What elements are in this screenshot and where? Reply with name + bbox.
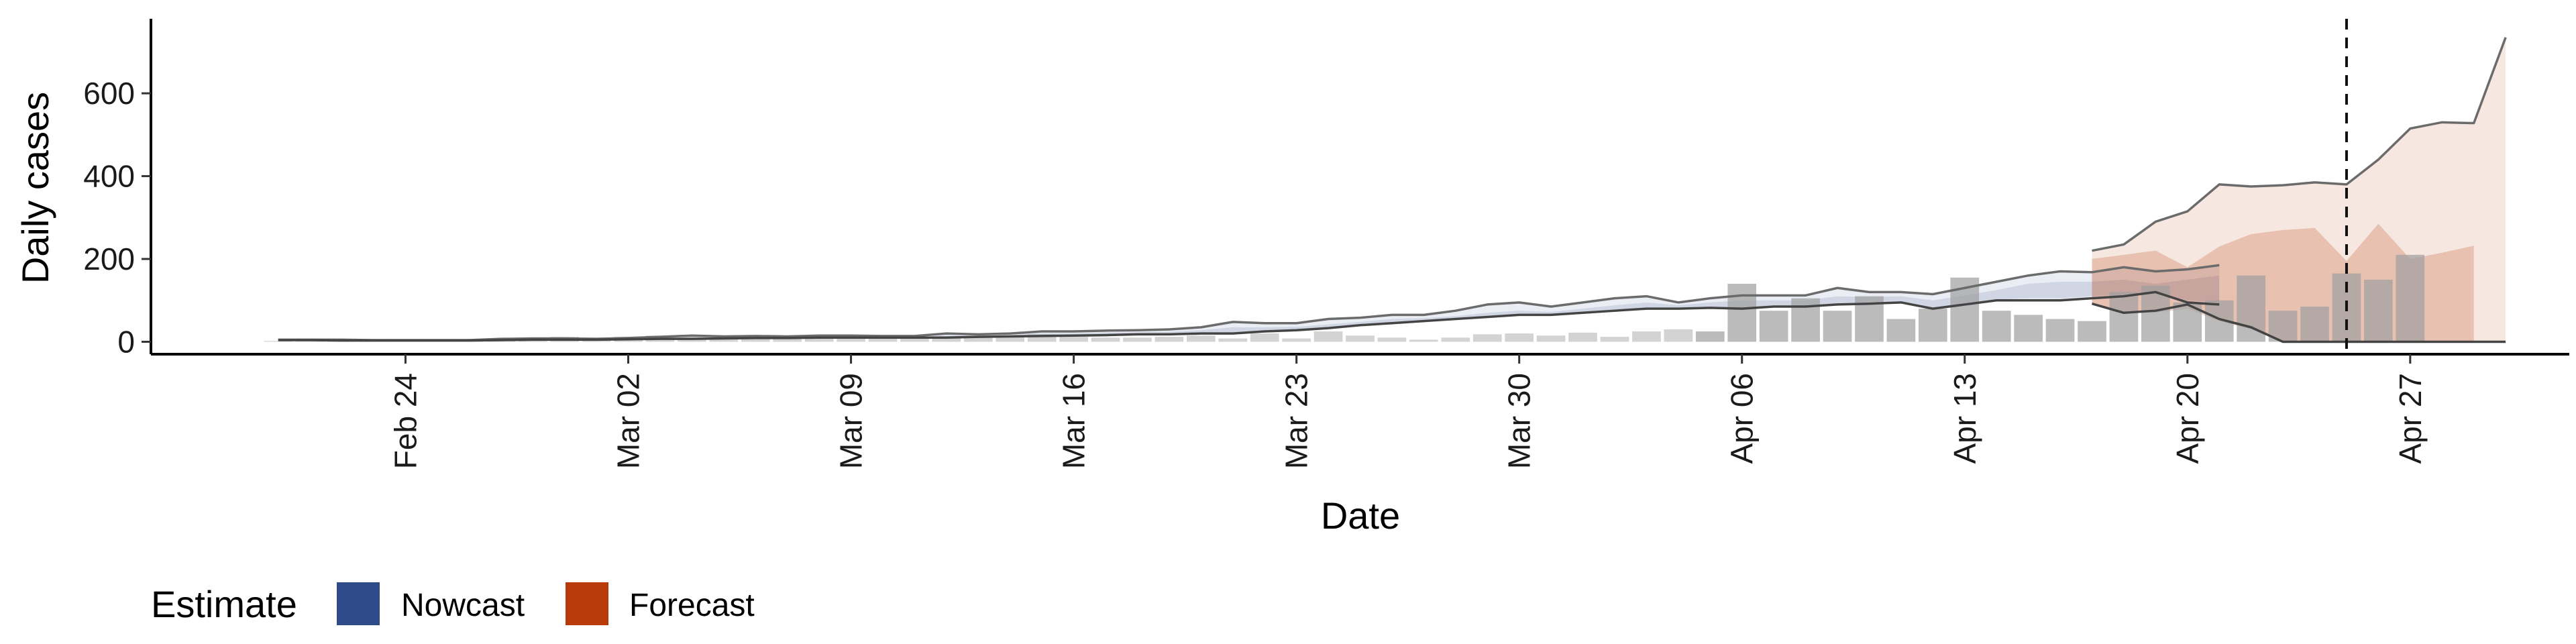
x-tick-label: Apr 20 [2170,373,2205,464]
bar [1664,329,1693,342]
y-tick-label: 0 [117,324,135,359]
bar [1759,311,1788,342]
bar [2300,307,2329,342]
bar [1059,337,1088,342]
bar [1250,333,1279,342]
bar [1313,331,1343,342]
bar [1186,335,1216,342]
bar [2396,254,2425,342]
legend: Estimate Nowcast Forecast [151,582,755,625]
x-tick-label: Mar 23 [1279,373,1314,469]
axes: 0 200 400 600 Feb 24 Mar 02 Mar 09 Mar 16 Mar 23… [83,19,2569,469]
bar [2078,321,2106,342]
bar [1727,284,1757,342]
y-tick-label: 600 [83,76,135,111]
legend-swatch-forecast [566,582,608,625]
bar [996,335,1025,342]
bar [804,337,834,342]
bar [1155,337,1184,342]
bar [1091,337,1120,342]
bar [1377,337,1407,342]
bar [868,337,898,342]
x-tick-label: Feb 24 [388,373,423,469]
nowcast-lower-line [278,290,2220,342]
x-axis-title: Date [1321,494,1400,537]
legend-label-forecast: Forecast [629,588,755,623]
legend-title: Estimate [151,583,297,625]
bar [1472,334,1502,342]
bar [773,338,802,342]
bar [1823,311,1852,342]
nowcast-inner-band [278,275,2220,341]
x-tick-label: Mar 30 [1502,373,1537,469]
bar [1409,339,1438,342]
bar [1282,338,1311,342]
bar [2364,279,2393,342]
legend-label-nowcast: Nowcast [401,588,525,623]
estimate-lines [278,37,2507,343]
bar [1695,331,1725,342]
bar [1505,333,1534,342]
bar [1918,309,1947,342]
bar [709,338,739,342]
nowcast-outer-band [278,265,2220,341]
bar [741,337,770,342]
bar [2014,315,2043,342]
bar [1441,337,1470,342]
bar [1536,335,1566,342]
bar [2109,292,2139,342]
y-tick-label: 200 [83,241,135,276]
bar [2045,319,2075,342]
bar [837,337,865,342]
bar [1568,332,1597,342]
bar [1218,338,1248,342]
bar [1632,331,1661,342]
bar [1982,311,2011,342]
x-tick-label: Mar 09 [834,373,869,469]
x-tick-label: Apr 13 [1947,373,1982,464]
x-tick-label: Mar 02 [611,373,646,469]
y-tick-label: 400 [83,159,135,194]
x-tick-label: Mar 16 [1057,373,1091,469]
bar [1027,334,1057,342]
bar [963,337,993,342]
bar [932,337,961,342]
x-tick-label: Apr 27 [2393,373,2428,464]
x-tick-label: Apr 06 [1725,373,1760,464]
legend-swatch-nowcast [337,582,380,625]
bar [1600,337,1629,342]
bar [1123,337,1152,342]
y-axis-title: Daily cases [14,92,56,284]
forecast-upper-line [2092,37,2507,252]
bar [1886,319,1916,342]
bar [1346,335,1375,342]
forecast-lower-line [2092,303,2506,343]
bar [900,338,929,342]
reported-cases-bars [264,254,2425,342]
